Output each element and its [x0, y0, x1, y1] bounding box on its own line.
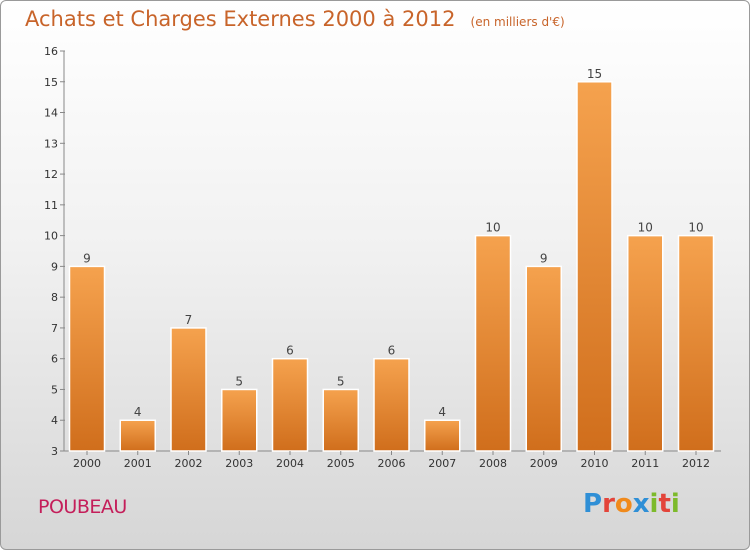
value-label-2007: 4: [438, 405, 446, 419]
title-row: Achats et Charges Externes 2000 à 2012 (…: [25, 7, 565, 31]
value-label-2011: 10: [638, 221, 653, 235]
x-tick-label-2000: 2000: [73, 457, 101, 470]
y-tick-label: 15: [44, 76, 58, 89]
x-tick-label-2003: 2003: [225, 457, 253, 470]
value-label-2010: 15: [587, 67, 602, 81]
bar-2006: [373, 357, 410, 452]
y-tick-label: 11: [44, 199, 58, 212]
y-tick-label: 6: [51, 353, 58, 366]
chart-title: Achats et Charges Externes 2000 à 2012: [25, 7, 456, 31]
bar-2001: [119, 419, 156, 452]
bar-2007: [424, 419, 461, 452]
chart-subtitle: (en milliers d'€): [470, 15, 565, 29]
bar-2005: [322, 388, 359, 452]
value-label-2006: 6: [388, 344, 396, 358]
y-tick-label: 16: [44, 45, 58, 58]
x-tick-label-2010: 2010: [581, 457, 609, 470]
value-label-2004: 6: [286, 344, 294, 358]
x-tick-label-2008: 2008: [479, 457, 507, 470]
x-tick-label-2002: 2002: [175, 457, 203, 470]
value-label-2008: 10: [485, 221, 500, 235]
bar-2011: [627, 234, 664, 452]
city-name: POUBEAU: [38, 496, 127, 518]
x-tick-label-2011: 2011: [631, 457, 659, 470]
logo-letter: o: [614, 489, 633, 519]
bar-2000: [68, 265, 106, 452]
y-tick-label: 5: [51, 383, 58, 396]
proxiti-logo: Proxiti: [583, 489, 680, 519]
x-tick-label-2006: 2006: [378, 457, 406, 470]
y-tick-label: 13: [44, 137, 58, 150]
x-tick-label-2001: 2001: [124, 457, 152, 470]
logo-letter: t: [658, 489, 671, 519]
bar-2008: [474, 234, 512, 452]
logo-letter: i: [649, 489, 659, 519]
bar-2012: [677, 234, 715, 452]
y-tick-label: 9: [51, 260, 58, 273]
value-label-2001: 4: [134, 405, 142, 419]
value-label-2005: 5: [337, 374, 345, 388]
x-tick-label-2012: 2012: [682, 457, 710, 470]
x-tick-label-2005: 2005: [327, 457, 355, 470]
bar-2003: [221, 388, 258, 452]
y-tick-label: 7: [51, 322, 58, 335]
bar-2009: [525, 265, 562, 452]
x-tick-label-2007: 2007: [428, 457, 456, 470]
y-tick-label: 4: [51, 414, 58, 427]
logo-letter: P: [583, 489, 603, 519]
value-label-2003: 5: [235, 374, 243, 388]
logo-letter: x: [632, 489, 650, 519]
logo-letter: r: [602, 489, 615, 519]
y-tick-label: 12: [44, 168, 58, 181]
value-label-2000: 9: [83, 251, 91, 265]
y-tick-label: 10: [44, 230, 58, 243]
bar-2004: [271, 357, 309, 452]
bar-2002: [170, 327, 207, 452]
value-label-2002: 7: [185, 313, 193, 327]
y-tick-label: 14: [44, 107, 58, 120]
y-tick-label: 8: [51, 291, 58, 304]
x-tick-label-2009: 2009: [530, 457, 558, 470]
logo-letter: i: [670, 489, 680, 519]
value-label-2012: 10: [688, 221, 703, 235]
y-tick-label: 3: [51, 445, 58, 458]
x-tick-label-2004: 2004: [276, 457, 304, 470]
bar-2010: [576, 81, 613, 452]
value-label-2009: 9: [540, 251, 548, 265]
